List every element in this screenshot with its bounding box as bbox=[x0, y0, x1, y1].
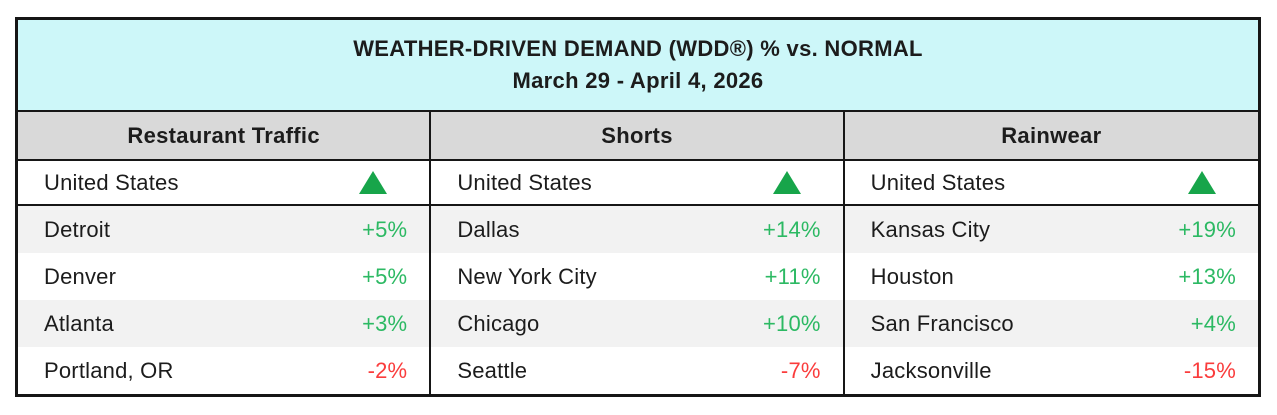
city-label: Houston bbox=[870, 263, 954, 289]
city-label: Dallas bbox=[457, 216, 520, 242]
city-label: Seattle bbox=[457, 357, 528, 383]
table-row: Houston +13% bbox=[844, 253, 1258, 300]
column-rainwear: Rainwear United States Kansas City +19% … bbox=[844, 112, 1258, 394]
wdd-table: WEATHER-DRIVEN DEMAND (WDD®) % vs. NORMA… bbox=[15, 17, 1261, 397]
city-label: New York City bbox=[457, 263, 597, 289]
table-row: Seattle -7% bbox=[431, 347, 843, 394]
city-label: Atlanta bbox=[44, 310, 114, 336]
city-label: Kansas City bbox=[870, 216, 991, 242]
percent-value: +5% bbox=[362, 216, 408, 242]
percent-value: +10% bbox=[762, 310, 821, 336]
table-row: Jacksonville -15% bbox=[844, 347, 1258, 394]
percent-value: +14% bbox=[762, 216, 821, 242]
city-rows: Kansas City +19% Houston +13% San Franci… bbox=[844, 206, 1258, 394]
city-label: Jacksonville bbox=[870, 357, 992, 383]
table-title: WEATHER-DRIVEN DEMAND (WDD®) % vs. NORMA… bbox=[353, 36, 923, 62]
national-label: United States bbox=[44, 169, 179, 195]
table-title-band: WEATHER-DRIVEN DEMAND (WDD®) % vs. NORMA… bbox=[18, 20, 1258, 112]
table-row: Dallas +14% bbox=[431, 206, 843, 253]
percent-value: +3% bbox=[362, 310, 408, 336]
up-triangle-icon bbox=[359, 171, 388, 194]
city-rows: Dallas +14% New York City +11% Chicago +… bbox=[431, 206, 843, 394]
national-row: United States bbox=[844, 161, 1258, 206]
city-label: Detroit bbox=[44, 216, 111, 242]
table-row: Detroit +5% bbox=[18, 206, 430, 253]
table-date-range: March 29 - April 4, 2026 bbox=[512, 67, 764, 93]
percent-value: -15% bbox=[1183, 357, 1236, 383]
column-shorts: Shorts United States Dallas +14% New Yor… bbox=[431, 112, 845, 394]
percent-value: +11% bbox=[764, 263, 821, 289]
up-triangle-icon bbox=[1188, 171, 1216, 194]
percent-value: -2% bbox=[367, 357, 408, 383]
percent-value: +4% bbox=[1190, 310, 1236, 336]
percent-value: -7% bbox=[780, 357, 821, 383]
up-triangle-icon bbox=[772, 171, 801, 194]
national-row: United States bbox=[431, 161, 843, 206]
national-row: United States bbox=[18, 161, 430, 206]
percent-value: +19% bbox=[1178, 216, 1236, 242]
table-row: New York City +11% bbox=[431, 253, 843, 300]
city-label: Portland, OR bbox=[44, 357, 174, 383]
table-row: Denver +5% bbox=[18, 253, 430, 300]
column-header: Shorts bbox=[431, 112, 843, 161]
table-columns: Restaurant Traffic United States Detroit… bbox=[18, 112, 1258, 394]
city-label: San Francisco bbox=[870, 310, 1014, 336]
column-header: Restaurant Traffic bbox=[18, 112, 430, 161]
city-label: Denver bbox=[44, 263, 117, 289]
table-row: Atlanta +3% bbox=[18, 300, 430, 347]
table-row: Portland, OR -2% bbox=[18, 347, 430, 394]
national-label: United States bbox=[870, 169, 1006, 195]
column-restaurant-traffic: Restaurant Traffic United States Detroit… bbox=[18, 112, 432, 394]
table-row: Chicago +10% bbox=[431, 300, 843, 347]
table-row: San Francisco +4% bbox=[844, 300, 1258, 347]
percent-value: +5% bbox=[362, 263, 408, 289]
city-label: Chicago bbox=[457, 310, 540, 336]
city-rows: Detroit +5% Denver +5% Atlanta +3% Portl… bbox=[18, 206, 430, 394]
percent-value: +13% bbox=[1178, 263, 1236, 289]
national-label: United States bbox=[457, 169, 593, 195]
column-header: Rainwear bbox=[844, 112, 1258, 161]
table-row: Kansas City +19% bbox=[844, 206, 1258, 253]
